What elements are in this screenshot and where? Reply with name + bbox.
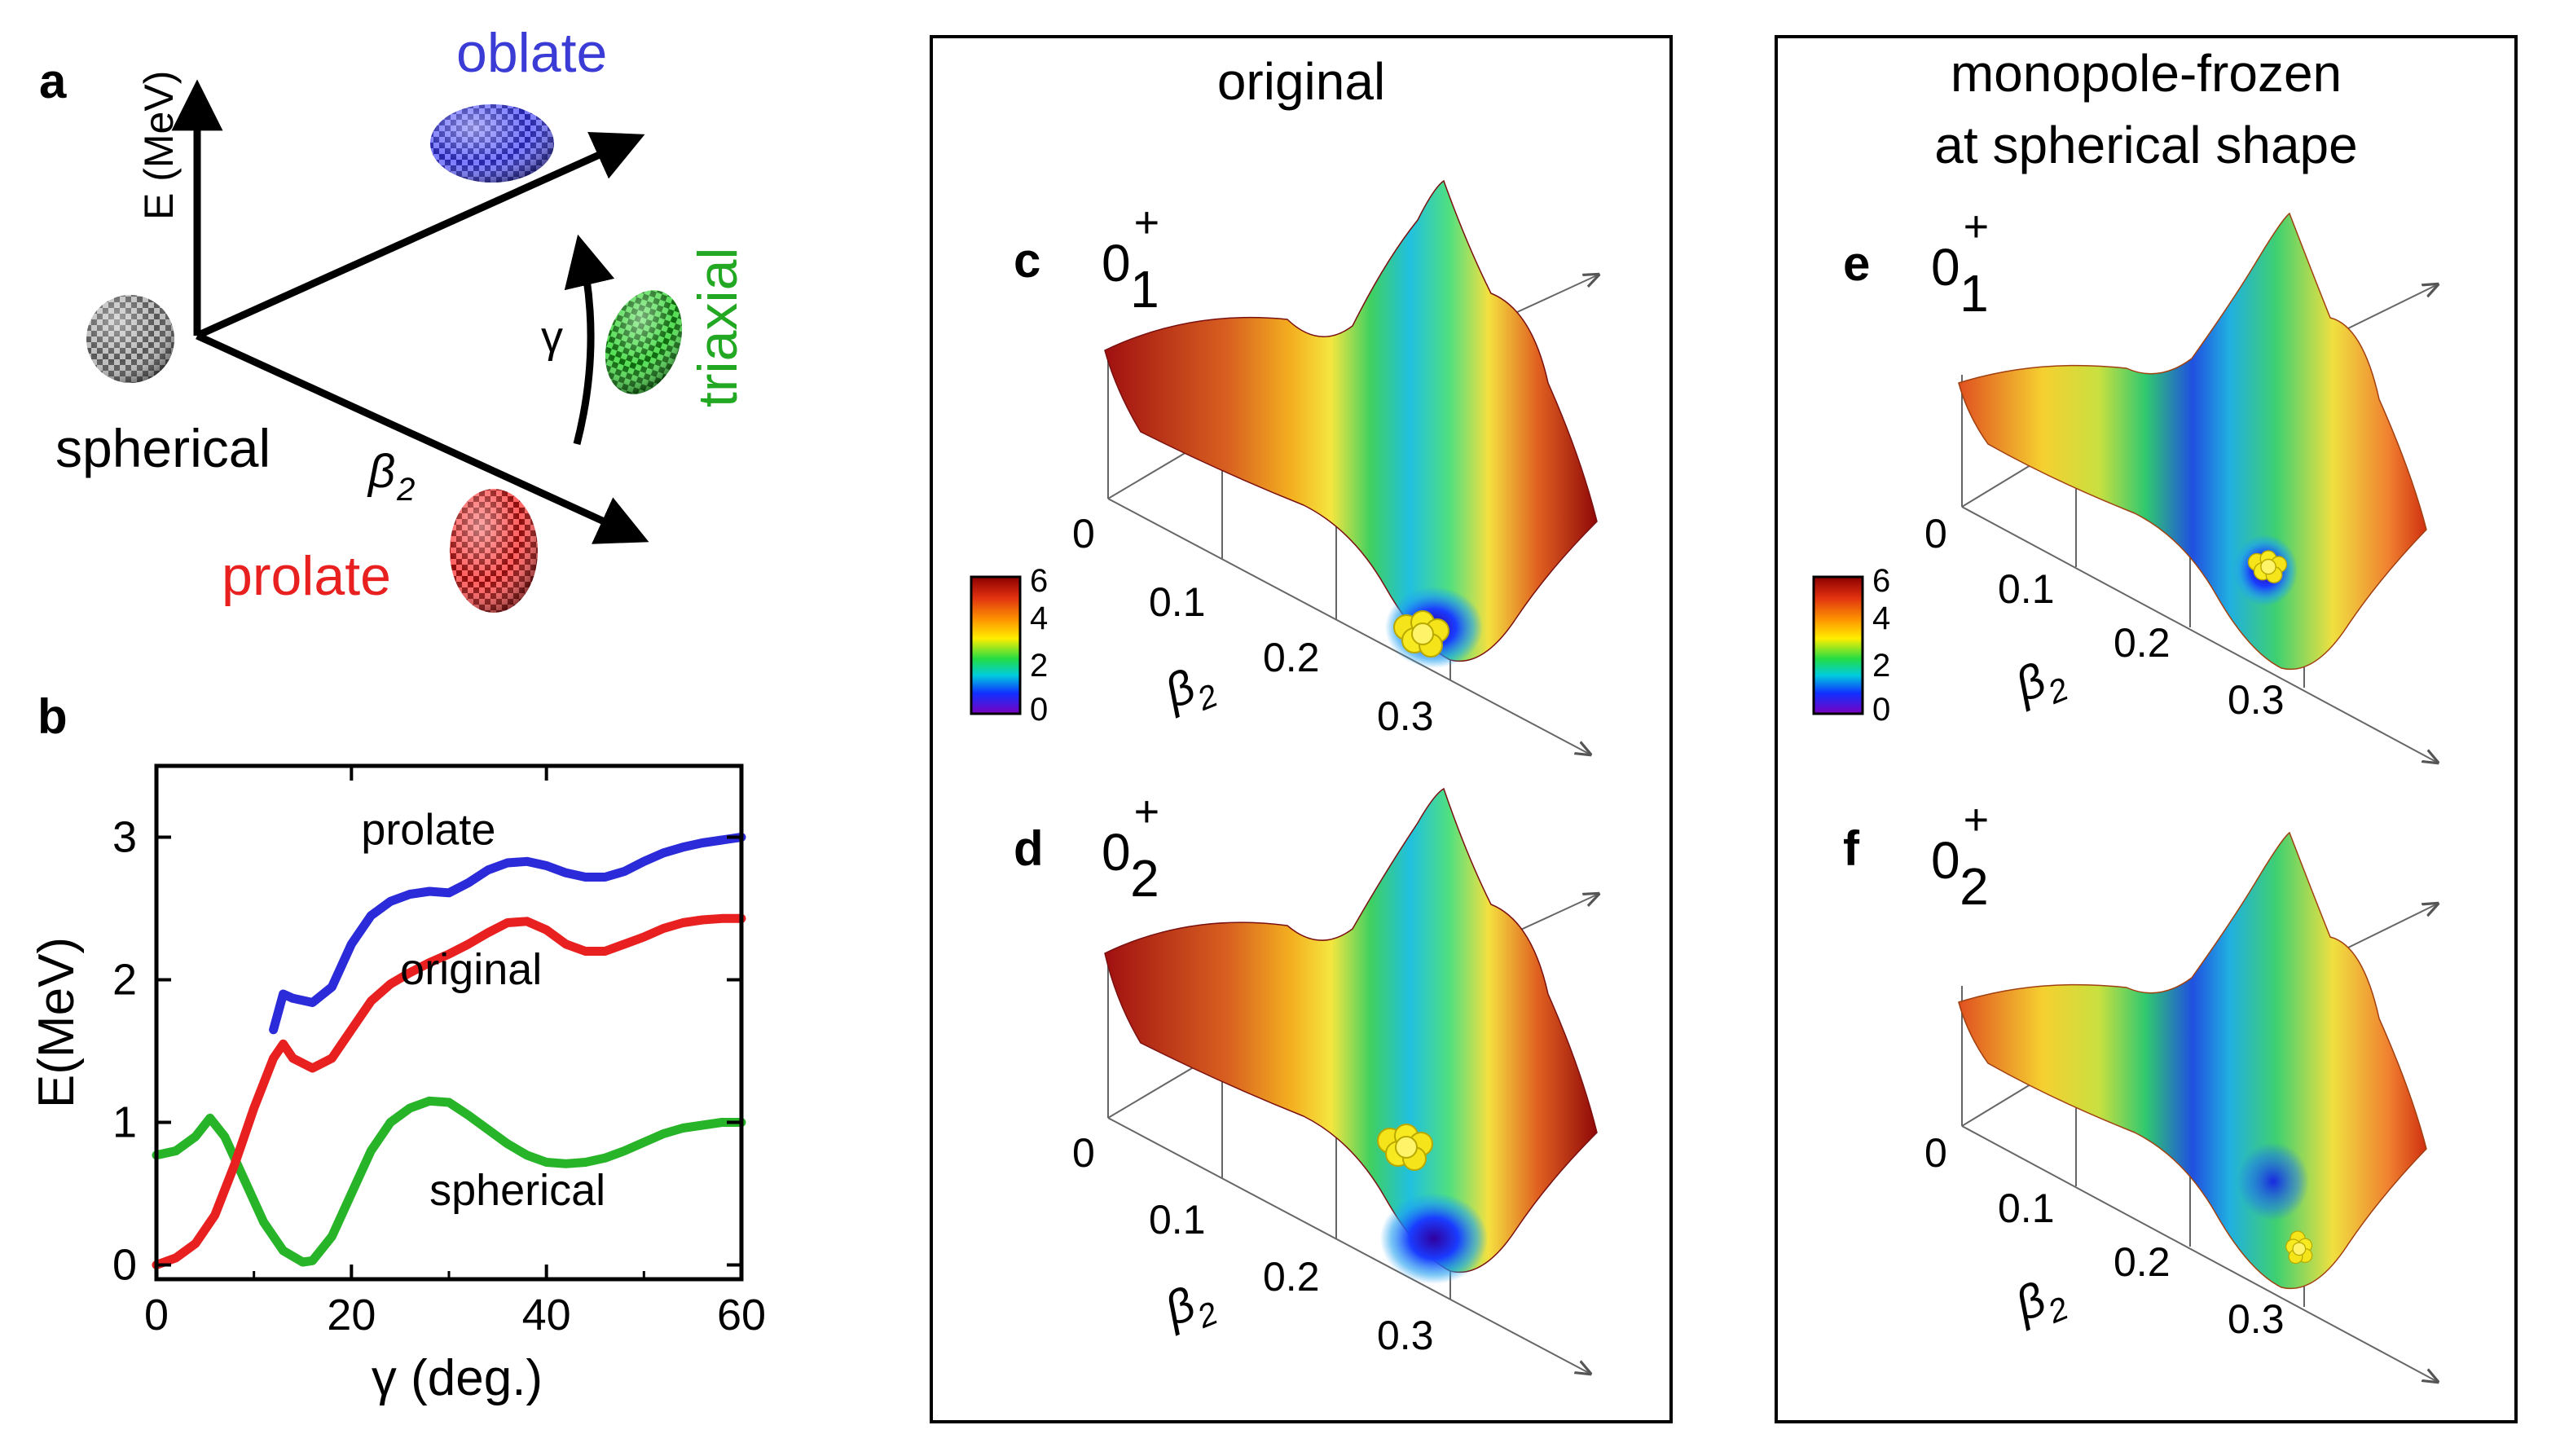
x-tick-label-40: 40 xyxy=(522,1291,571,1339)
colorbar-e-tick-2: 2 xyxy=(1872,648,1890,684)
state-f-label: 0+ 2 xyxy=(1931,795,1989,916)
potential-surface-f xyxy=(1958,831,2427,1290)
beta-tick-f-02: 0.2 xyxy=(2114,1239,2171,1285)
beta2-label-d: β2 xyxy=(1156,1270,1223,1346)
colorbar-c: 6 4 2 0 xyxy=(970,563,1048,728)
colorbar-e-tick-0: 0 xyxy=(1872,692,1890,728)
panel-a-label: a xyxy=(39,54,67,108)
potential-surface-d xyxy=(1104,787,1598,1273)
beta-tick-e-02: 0.2 xyxy=(2114,620,2171,666)
colorbar-e-tick-4: 4 xyxy=(1872,600,1890,636)
beta-tick-e-0: 0 xyxy=(1924,511,1947,556)
colorbar-e-tick-6: 6 xyxy=(1872,563,1890,599)
beta-tick-d-03: 0.3 xyxy=(1377,1313,1434,1358)
beta-tick-f-01: 0.1 xyxy=(1998,1185,2055,1231)
panel-ef-box: monopole-frozen at spherical shape e 0+ 1… xyxy=(1775,35,2518,1423)
prolate-label: prolate xyxy=(222,545,391,607)
panel-ef-frame xyxy=(1775,35,2518,1423)
beta-tick-c-03: 0.3 xyxy=(1377,693,1434,739)
beta-tick-f-03: 0.3 xyxy=(2228,1296,2285,1342)
curve-label-original: original xyxy=(400,945,542,994)
surface-minimum-f xyxy=(2237,1142,2309,1221)
oblate-axis-arrow xyxy=(196,131,645,340)
potential-surface-c xyxy=(1104,179,1598,662)
oblate-label: oblate xyxy=(456,22,607,84)
beta-tick-e-01: 0.1 xyxy=(1998,566,2055,612)
panel-b-label: b xyxy=(37,689,68,744)
curve-label-prolate: prolate xyxy=(361,805,495,854)
x-tick-label-20: 20 xyxy=(327,1291,376,1339)
panel-cd-frame xyxy=(930,35,1673,1423)
series-line-spherical xyxy=(152,1096,746,1267)
spherical-shape-icon xyxy=(86,295,174,383)
series-line-prolate xyxy=(269,833,746,1035)
colorbar-c-tick-0: 0 xyxy=(1030,692,1048,728)
surface-minimum-d xyxy=(1380,1193,1488,1284)
energy-axis-label: E (MeV) xyxy=(136,71,182,220)
x-tick-label-0: 0 xyxy=(144,1291,169,1339)
series-line-original xyxy=(152,913,746,1269)
beta2-label-e: β2 xyxy=(2007,646,2074,722)
y-tick-label-0: 0 xyxy=(112,1241,137,1290)
panel-cd-box: original c 0+ 1 6 4 2 0 xyxy=(930,35,1673,1423)
y-tick-label-1: 1 xyxy=(112,1098,137,1147)
state-e-label: 0+ 1 xyxy=(1931,202,1989,323)
panel-b: b 0 20 40 60 0 1 2 3 γ (deg.) E(MeV) prolate origin… xyxy=(29,689,766,1406)
triaxial-label: triaxial xyxy=(687,248,749,408)
beta-tick-d-0: 0 xyxy=(1072,1130,1095,1176)
beta-tick-c-02: 0.2 xyxy=(1263,635,1320,680)
panel-ef-title-line1: monopole-frozen xyxy=(1951,44,2342,103)
surface-plot-e: e 0+ 1 6 4 2 0 0 0.1 0.2 xyxy=(1812,202,2436,762)
state-c-label: 0+ 1 xyxy=(1102,198,1159,319)
colorbar-c-tick-4: 4 xyxy=(1030,600,1048,636)
triaxial-shape-icon xyxy=(605,290,683,394)
curve-label-spherical: spherical xyxy=(429,1166,605,1215)
colorbar-e: 6 4 2 0 xyxy=(1812,563,1890,728)
panel-a: a E (MeV) γ β2 spherical oblate triaxial… xyxy=(39,22,749,613)
panel-c-label: c xyxy=(1014,233,1040,288)
beta2-label-c: β2 xyxy=(1156,653,1223,728)
x-tick-label-60: 60 xyxy=(717,1291,766,1339)
beta-tick-c-01: 0.1 xyxy=(1149,579,1206,625)
oblate-shape-icon xyxy=(430,104,554,183)
energy-curve-chart: 0 20 40 60 0 1 2 3 γ (deg.) E(MeV) prolate original… xyxy=(29,763,766,1406)
spherical-label: spherical xyxy=(55,418,271,478)
colorbar-c-tick-6: 6 xyxy=(1030,563,1048,599)
beta2-label-a: β2 xyxy=(367,445,415,508)
y-tick-label-2: 2 xyxy=(112,956,137,1005)
beta-tick-e-03: 0.3 xyxy=(2228,677,2285,723)
gamma-arrow xyxy=(564,234,615,446)
panel-f-label: f xyxy=(1843,821,1860,876)
panel-e-label: e xyxy=(1843,236,1870,291)
beta-tick-c-0: 0 xyxy=(1072,511,1095,556)
panel-ef-title-line2: at spherical shape xyxy=(1934,116,2357,174)
panel-cd-title: original xyxy=(1217,52,1385,111)
beta-tick-d-02: 0.2 xyxy=(1263,1254,1320,1300)
prolate-shape-icon xyxy=(450,489,538,613)
surface-plot-f: f 0+ 2 0 0.1 0.2 0.3 β2 xyxy=(1843,795,2436,1381)
x-axis-label: γ (deg.) xyxy=(372,1350,543,1406)
y-tick-label-3: 3 xyxy=(112,813,137,862)
beta2-label-f: β2 xyxy=(2007,1265,2074,1341)
surface-plot-d: d 0+ 2 0 0.1 0.2 0.3 β2 xyxy=(1014,787,1597,1373)
colorbar-c-tick-2: 2 xyxy=(1030,648,1048,684)
state-d-label: 0+ 2 xyxy=(1102,787,1159,908)
beta-tick-d-01: 0.1 xyxy=(1149,1197,1206,1243)
prolate-axis-arrow xyxy=(196,332,649,544)
beta-tick-f-0: 0 xyxy=(1924,1130,1947,1176)
y-axis-label: E(MeV) xyxy=(29,937,85,1108)
panel-d-label: d xyxy=(1014,821,1044,876)
surface-plot-c: c 0+ 1 6 4 2 0 0 0.1 0.2 xyxy=(970,179,1598,754)
gamma-label: γ xyxy=(541,313,563,362)
potential-surface-e xyxy=(1958,212,2427,671)
